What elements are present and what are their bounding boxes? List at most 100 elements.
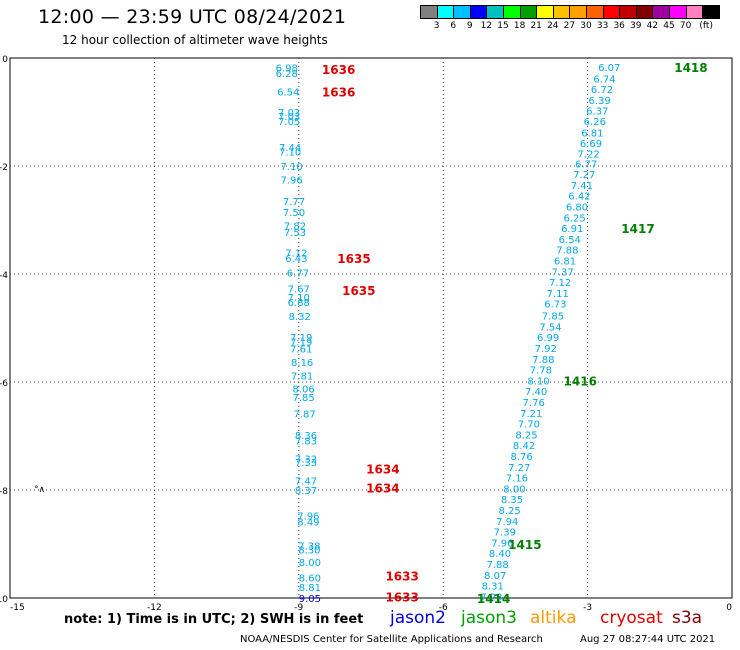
colorbar-label: 6	[450, 21, 457, 31]
colorbar-label: 18	[513, 21, 526, 31]
swh-value: 6.43	[285, 254, 307, 265]
pass-time-label: 1414	[477, 592, 510, 606]
swh-value: 7.50	[283, 208, 305, 219]
swh-value: 6.72	[591, 85, 613, 96]
y-tick-label: -2	[0, 163, 8, 173]
swh-value: 8.32	[289, 312, 311, 323]
swh-value: 8.25	[515, 430, 537, 441]
swh-value: 7.27	[573, 170, 595, 181]
colorbar-label: 30	[580, 21, 592, 31]
colorbar-label: 36	[613, 21, 625, 31]
swh-value: 7.12	[549, 278, 571, 289]
swh-value: 8.36	[295, 431, 317, 442]
swh-value: 6.73	[544, 300, 566, 311]
colorbar-label: 33	[596, 21, 609, 31]
swh-value: 6.98	[276, 64, 298, 75]
swh-value: 7.05	[278, 117, 300, 128]
map-frame	[9, 57, 733, 599]
colorbar-label: 21	[530, 21, 542, 31]
swh-value: 7.38	[298, 542, 320, 553]
swh-value: 7.83	[295, 436, 317, 447]
swh-value: 8.00	[299, 558, 321, 569]
pass-time-label: 1633	[385, 590, 418, 604]
swh-value: 7.27	[508, 463, 530, 474]
swh-value: 8.76	[511, 452, 533, 463]
swh-value: 6.74	[593, 75, 615, 86]
x-tick-label: -15	[10, 603, 25, 613]
colorbar-label: 45	[663, 21, 675, 31]
swh-value: 8.60	[299, 573, 321, 584]
y-tick-label: -10	[0, 595, 8, 605]
swh-value: 8.42	[513, 441, 535, 452]
colorbar-label: 42	[646, 21, 659, 31]
swh-value: 8.37	[295, 486, 317, 497]
swh-value: 6.25	[563, 213, 585, 224]
swh-value: 8.30	[298, 545, 320, 556]
swh-value: 7.88	[532, 355, 554, 366]
colorbar-label: 70	[679, 21, 692, 31]
swh-value: 7.37	[551, 267, 573, 278]
legend-jason3: jason3	[461, 608, 517, 628]
swh-value: 6.26	[584, 117, 606, 128]
legend-jason2: jason2	[390, 608, 446, 628]
pass-time-label: 1636	[322, 63, 355, 77]
swh-value: 7.96	[280, 176, 302, 187]
pass-time-label: 1635	[337, 252, 370, 266]
colorbar-label: (ft)	[699, 21, 713, 31]
swh-value: 6.81	[554, 257, 576, 268]
x-tick-label: -9	[294, 603, 303, 613]
swh-value: 7.96	[297, 511, 319, 522]
pass-time-label: 1418	[674, 61, 707, 75]
swh-value: 7.47	[295, 476, 317, 487]
swh-value: 7.87	[293, 409, 315, 420]
colorbar-label: 15	[497, 21, 509, 31]
swh-value: 6.07	[598, 63, 620, 74]
swh-value: 7.16	[506, 474, 528, 485]
swh-value: 6.42	[568, 192, 590, 203]
swh-value: 8.10	[527, 376, 549, 387]
swh-value: 8.07	[484, 571, 506, 582]
swh-value: 8.49	[297, 517, 319, 528]
swh-value: 7.76	[523, 398, 545, 409]
swh-value: 7.88	[556, 246, 578, 257]
swh-value: 7.10	[280, 162, 302, 173]
pass-time-label: 1634	[366, 462, 399, 476]
swh-value: 7.03	[278, 108, 300, 119]
page-subtitle: 12 hour collection of altimeter wave hei…	[62, 33, 328, 47]
y-tick-label: -4	[0, 271, 8, 281]
swh-value: 6.37	[586, 106, 608, 117]
swh-value: 7.32	[295, 455, 317, 466]
swh-value: 6.77	[287, 268, 309, 279]
swh-value: 7.22	[577, 150, 599, 161]
swh-value: 8.40	[489, 549, 511, 560]
swh-value: 7.23	[480, 592, 502, 603]
swh-value: 6.99	[537, 333, 559, 344]
swh-value: 7.41	[571, 181, 593, 192]
legend-altika: altika	[530, 608, 577, 628]
swh-value: 6.91	[561, 224, 583, 235]
x-tick-label: -12	[147, 603, 162, 613]
swh-value: 6.80	[566, 203, 588, 214]
pass-time-label: 1416	[564, 374, 597, 388]
swh-value: 7.12	[285, 248, 307, 259]
colorbar-label: 12	[480, 21, 493, 31]
swh-value: 7.85	[542, 312, 564, 323]
swh-value: 8.25	[498, 506, 520, 517]
swh-value: 7.44	[279, 143, 301, 154]
swh-value: 7.81	[291, 372, 313, 383]
colorbar-label: 9	[466, 21, 473, 31]
swh-value: 6.69	[580, 139, 602, 150]
swh-value: 7.03	[278, 112, 300, 123]
y-tick-label: -8	[0, 487, 8, 497]
swh-value: 7.39	[494, 528, 516, 539]
swh-value: 6.39	[589, 96, 611, 107]
pass-time-label: 1636	[322, 85, 355, 99]
swh-value: 7.40	[525, 387, 547, 398]
colorbar	[420, 5, 720, 19]
swh-value: 7.85	[292, 393, 314, 404]
footer-timestamp: Aug 27 08:27:44 UTC 2021	[580, 634, 716, 645]
swh-value: 8.16	[291, 358, 313, 369]
swh-value: 8.35	[501, 495, 523, 506]
colorbar-label: 24	[547, 21, 559, 31]
swh-value: 7.54	[539, 322, 561, 333]
